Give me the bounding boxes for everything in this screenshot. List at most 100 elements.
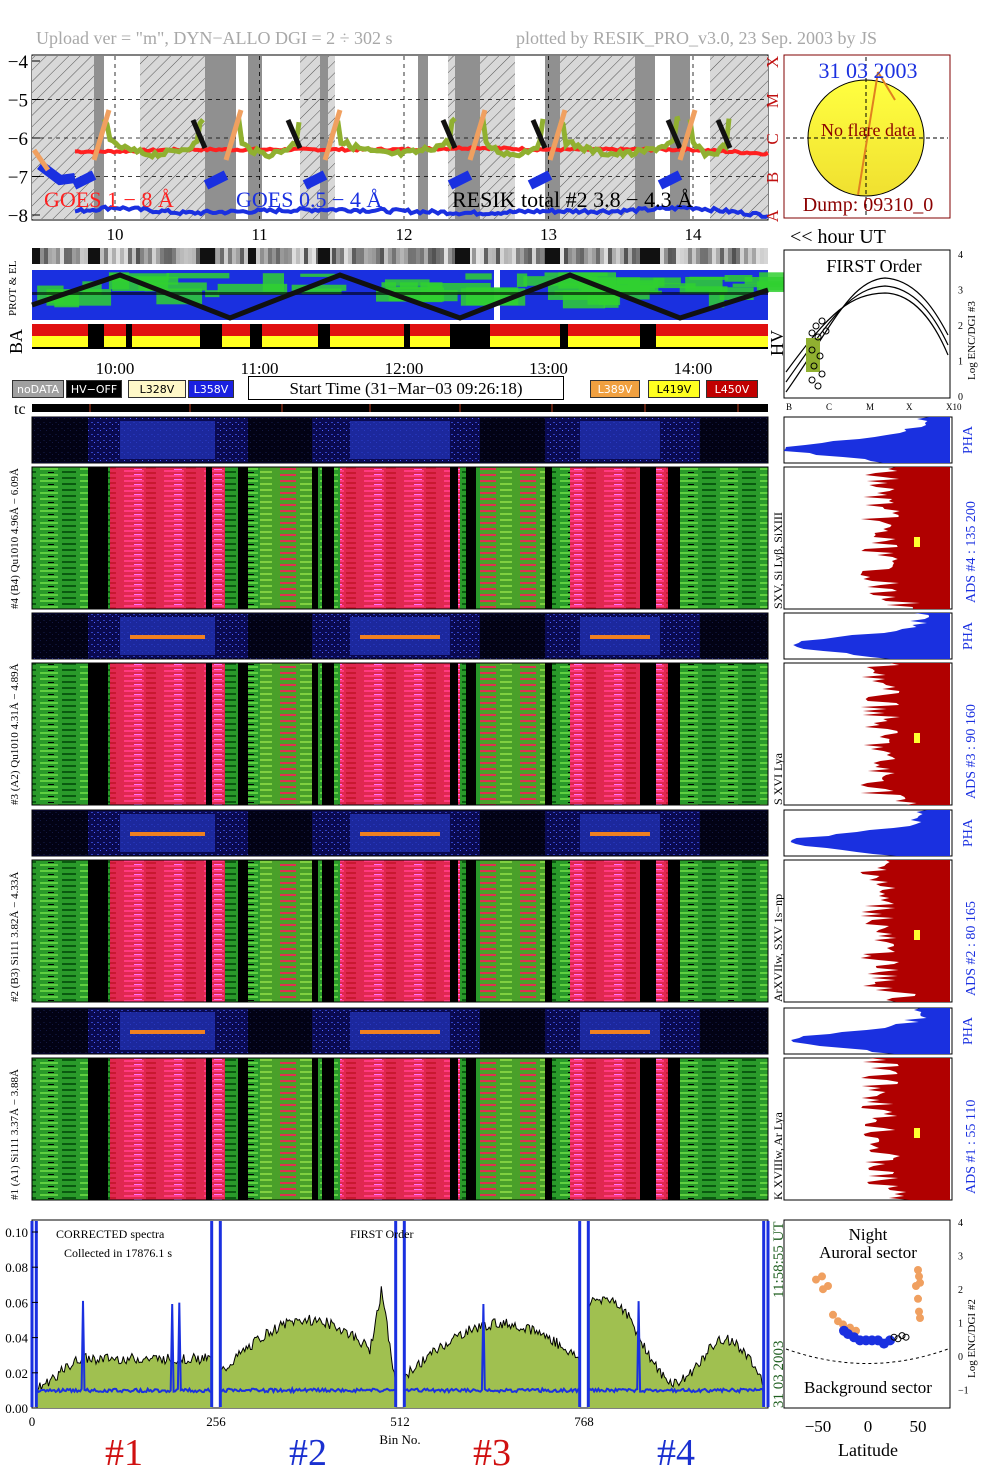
first-order-x-tick: X10 (946, 402, 962, 412)
gray-strip (32, 248, 768, 264)
channel-3: #3 (A2) Qu1010 4.31Å − 4.89Å PHA S XVI Lya… (9, 612, 979, 806)
spectrum-x-ticks: 0 256 512 768 (29, 1414, 594, 1429)
time-tick: 12:00 (385, 359, 424, 378)
first-order-y-tick: 4 (958, 250, 963, 261)
first-order-x-tick: X (906, 402, 913, 412)
first-order-y-tick: 1 (958, 357, 963, 368)
sun-date: 31 03 2003 (819, 58, 918, 83)
spectrum-x-tick: 256 (206, 1414, 226, 1429)
goes-short-line (74, 204, 769, 219)
channel-lines-label: SXV, Si Lyβ, SiXIII (771, 512, 785, 609)
channel-number-label: #4 (657, 1432, 695, 1474)
spectrum-y-tick: 0.08 (5, 1260, 28, 1275)
first-order-y-tick: 0 (958, 392, 963, 403)
goes-panel: −4 −5 −6 −7 −8 GOES 1 − 8 Å GOES 0.5 − 4 Å R… (8, 52, 769, 244)
sun-panel: X M C B A 31 03 2003 No flare data Dump: 093… (763, 54, 951, 222)
legend-l328v: L328V (128, 380, 186, 398)
latitude-title2: Auroral sector (819, 1243, 917, 1262)
tc-label: tc (14, 401, 26, 418)
goes-y-tick: −5 (8, 91, 28, 112)
goes-y-tick: −8 (8, 206, 28, 227)
spectrum-x-tick: 512 (390, 1414, 410, 1429)
spectrum-y-tick: 0.00 (5, 1401, 28, 1416)
ba-label: BA (6, 329, 26, 354)
hour-tick: 10 (107, 225, 124, 244)
channel-number-label: #2 (289, 1432, 327, 1474)
legend-l450v: L450V (706, 380, 758, 398)
first-order-panel: FIRST Order 4 3 2 1 0 B C M X X10 Log ENC/DGI #3 (783, 249, 978, 412)
time-tick: 14:00 (674, 359, 713, 378)
latitude-y-tick: 3 (958, 1252, 963, 1263)
channel-label: #2 (B3) Si111 3.82Å − 4.33Å (9, 872, 21, 1002)
legend-resik-total: RESIK total #2 3.8 − 4.3 Å (452, 187, 693, 212)
first-order-x-tick: C (826, 402, 832, 412)
latitude-bottom: Background sector (804, 1378, 932, 1397)
spectrum-panel: 0.10 0.08 0.06 0.04 0.02 0.00 0 256 512 768 CORR… (5, 1219, 787, 1474)
legend-goes-long: GOES 1 − 8 Å (44, 187, 174, 212)
legend-l419v: L419V (648, 380, 700, 398)
start-time-box: Start Time (31−Mar−03 09:26:18) (248, 376, 564, 400)
flare-class-label: C (763, 133, 782, 144)
channel-number-label: #3 (473, 1432, 511, 1474)
spectrum-x-tick: 768 (574, 1414, 594, 1429)
no-flare-text: No flare data (821, 120, 915, 140)
goes-y-tick: −6 (8, 129, 28, 150)
first-order-y-tick: 3 (958, 286, 963, 297)
spectrum-y-tick: 0.06 (5, 1295, 28, 1310)
legend-nodata: noDATA (12, 380, 64, 398)
hv-label: HV (767, 330, 787, 356)
time-tick: 11:00 (240, 359, 278, 378)
goes-y-ticks: −4 −5 −6 −7 −8 (8, 52, 40, 227)
latitude-y-tick: 1 (958, 1319, 963, 1330)
channel-1: #1 (A1) Si111 3.37Å − 3.88Å PHA K XVIIIw, … (9, 1007, 979, 1201)
resik-total-trace (31, 109, 733, 190)
latitude-x-tick: 0 (864, 1417, 873, 1436)
prot-label: PROT & EL (7, 260, 19, 316)
hour-unit-label: << hour UT (790, 226, 886, 248)
channel-lines-label: S XVI Lya (771, 752, 785, 805)
latitude-x-tick: 50 (910, 1417, 927, 1436)
pha-label: PHA (961, 1016, 976, 1045)
spectrum-y-ticks: 0.10 0.08 0.06 0.04 0.02 0.00 (5, 1225, 38, 1416)
channel-2: #2 (B3) Si111 3.82Å − 4.33Å PHA ArXVIIw, S… (9, 809, 979, 1003)
flare-class-label: B (763, 172, 782, 183)
spectrum-collected-text: Collected in 17876.1 s (64, 1246, 172, 1260)
hour-tick: 13 (540, 225, 557, 244)
latitude-y-tick: 0 (958, 1352, 963, 1363)
goes-shading (32, 56, 768, 219)
first-order-x-tick: M (866, 402, 874, 412)
time-tick: 13:00 (529, 359, 568, 378)
header-right: plotted by RESIK_PRO_v3.0, 23 Sep. 2003 … (516, 28, 877, 48)
spectrum-corrected-text: CORRECTED spectra (56, 1227, 165, 1241)
spectrum-xlabel: Bin No. (379, 1432, 420, 1447)
pha-label: PHA (961, 818, 976, 847)
spectrum-x-tick: 0 (29, 1414, 36, 1429)
legend-goes-short: GOES 0.5 − 4 Å (236, 187, 382, 212)
channel-label: #4 (B4) Qu1010 4.96Å − 6.09Å (9, 468, 21, 609)
legend-hv−off: HV−OFF (66, 380, 122, 398)
pha-label: PHA (961, 621, 976, 650)
first-order-title: FIRST Order (826, 256, 921, 276)
time-tick-labels: 10:00 11:00 12:00 13:00 14:00 (96, 359, 713, 378)
spectrum-y-tick: 0.02 (5, 1366, 28, 1381)
first-order-x-tick: B (786, 402, 792, 412)
channel-label: #1 (A1) Si111 3.37Å − 3.88Å (9, 1069, 21, 1200)
flare-class-label: X (763, 56, 782, 68)
pha-label: PHA (961, 425, 976, 454)
channel-4: #4 (B4) Qu1010 4.96Å − 6.09Å PHA SXV, Si L… (9, 416, 979, 610)
goes-y-tick: −4 (8, 52, 29, 73)
flare-class-labels: X M C B A (763, 56, 782, 222)
header-left: Upload ver = "m", DYN−ALLO DGI = 2 ÷ 302… (36, 28, 392, 48)
latitude-panel: Night Auroral sector Background sector −… (783, 1218, 978, 1460)
hour-tick: 14 (685, 225, 703, 244)
time-tick: 10:00 (96, 359, 135, 378)
spectrum-side-date: 31 03 2003 (771, 1341, 787, 1409)
latitude-y-tick: 2 (958, 1285, 963, 1296)
channel-lines-label: K XVIIIw, Ar Lya (771, 1111, 785, 1200)
channel-label: #3 (A2) Qu1010 4.31Å − 4.89Å (9, 663, 21, 805)
dump-label: Dump: 09310_0 (803, 194, 934, 216)
channels-panels: #4 (B4) Qu1010 4.96Å − 6.09Å PHA SXV, Si L… (9, 416, 979, 1201)
latitude-ylabel: Log ENC/DGI #2 (966, 1299, 978, 1378)
legend-l389v: L389V (590, 380, 640, 398)
